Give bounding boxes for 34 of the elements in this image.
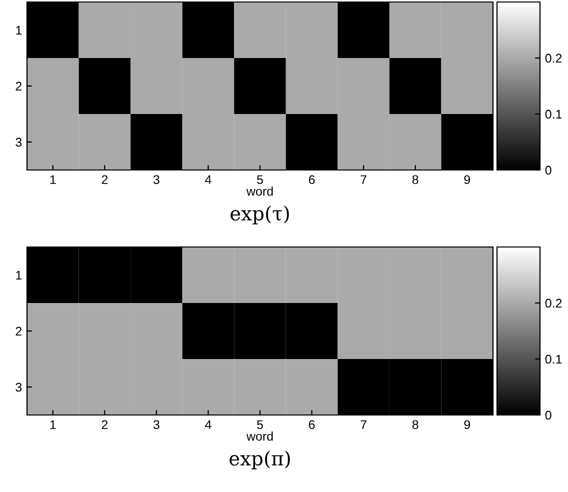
- y-tick-label: 1: [16, 26, 22, 35]
- color-bar-label: 0.2: [545, 298, 562, 308]
- x-tick-label: 8: [412, 420, 418, 430]
- x-tick-label: 7: [360, 420, 366, 429]
- x-tick-label: 3: [153, 420, 160, 430]
- x-tick-label: 5: [257, 420, 263, 430]
- color-bar-label: 0: [545, 166, 552, 175]
- x-tick-label: 1: [50, 175, 56, 184]
- color-bar-label: 0: [545, 410, 552, 420]
- color-bar-label: 0.2: [545, 54, 562, 63]
- x-tick-label: 9: [464, 420, 470, 430]
- x-tick-label: 3: [153, 175, 160, 184]
- x-axis-title: word: [246, 186, 273, 196]
- x-tick-label: 6: [308, 175, 315, 184]
- x-tick-label: 1: [50, 420, 56, 429]
- color-bar-label: 0.1: [545, 110, 562, 119]
- x-tick-label: 5: [257, 175, 263, 184]
- x-tick-label: 9: [464, 175, 470, 184]
- y-tick-label: 2: [16, 326, 22, 336]
- color-bar-label: 0.1: [545, 354, 562, 364]
- y-tick-label: 3: [16, 382, 22, 392]
- x-tick-label: 2: [102, 175, 108, 184]
- x-tick-label: 4: [205, 175, 212, 184]
- x-tick-label: 8: [412, 175, 418, 184]
- x-tick-label: 7: [360, 175, 366, 184]
- text: exp(τ): [230, 206, 289, 224]
- x-tick-label: 2: [102, 420, 108, 429]
- x-axis-title: word: [246, 432, 273, 441]
- x-tick-label: 6: [308, 420, 315, 430]
- y-tick-label: 2: [16, 82, 22, 91]
- text: exp(π): [230, 450, 290, 470]
- x-tick-label: 4: [205, 420, 212, 429]
- y-tick-label: 1: [16, 270, 22, 280]
- y-tick-label: 3: [16, 138, 22, 147]
